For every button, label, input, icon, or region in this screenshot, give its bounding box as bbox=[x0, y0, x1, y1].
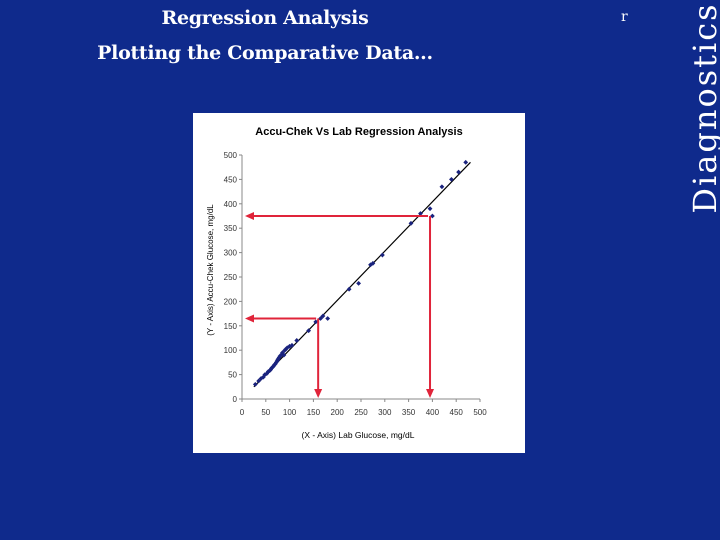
data-point bbox=[463, 159, 469, 165]
data-point bbox=[313, 319, 319, 325]
slide-title: Regression Analysis bbox=[161, 7, 369, 29]
data-point bbox=[294, 338, 300, 343]
y-tick-label: 100 bbox=[224, 346, 238, 355]
y-tick-label: 500 bbox=[224, 151, 238, 160]
data-point bbox=[346, 286, 352, 292]
data-point bbox=[449, 177, 454, 182]
data-point bbox=[252, 381, 258, 387]
side-label: Diagnostics bbox=[686, 2, 720, 214]
y-tick-label: 250 bbox=[224, 273, 238, 282]
data-point bbox=[380, 252, 385, 258]
x-tick-label: 400 bbox=[426, 408, 440, 417]
x-tick-label: 250 bbox=[354, 408, 368, 417]
data-point bbox=[318, 316, 323, 321]
data-point bbox=[271, 363, 276, 369]
x-tick-label: 200 bbox=[331, 408, 345, 417]
data-point bbox=[370, 260, 376, 266]
data-point bbox=[356, 280, 362, 286]
data-point bbox=[320, 313, 326, 319]
y-tick-label: 450 bbox=[224, 175, 238, 184]
regression-chart: Accu-Chek Vs Lab Regression Analysis (Y … bbox=[206, 126, 487, 440]
y-tick-label: 350 bbox=[224, 224, 238, 233]
reference-arrowhead-vertical bbox=[314, 389, 323, 398]
chart-title: Accu-Chek Vs Lab Regression Analysis bbox=[255, 126, 462, 138]
data-point bbox=[427, 206, 433, 212]
regression-line bbox=[253, 161, 471, 388]
data-point bbox=[287, 343, 292, 349]
data-point bbox=[265, 369, 271, 375]
data-point bbox=[408, 220, 414, 226]
data-point bbox=[256, 378, 262, 384]
y-tick-label: 50 bbox=[228, 371, 237, 380]
x-tick-label: 300 bbox=[378, 408, 392, 417]
slide-subtitle: Plotting the Comparative Data... bbox=[97, 42, 433, 64]
y-tick-label: 200 bbox=[224, 297, 238, 306]
x-tick-label: 500 bbox=[473, 408, 487, 417]
data-point bbox=[281, 352, 287, 358]
x-tick-label: 150 bbox=[307, 408, 321, 417]
y-axis-label: (Y - Axis) Accu-Chek Glucose, mg/dL bbox=[206, 204, 215, 336]
chart-panel: Accu-Chek Vs Lab Regression Analysis (Y … bbox=[193, 113, 525, 453]
y-tick-label: 400 bbox=[224, 200, 238, 209]
data-point bbox=[306, 328, 312, 334]
data-point bbox=[430, 213, 435, 219]
y-tick-label: 0 bbox=[233, 395, 238, 404]
x-tick-label: 50 bbox=[261, 408, 270, 417]
x-tick-label: 350 bbox=[402, 408, 416, 417]
x-tick-label: 100 bbox=[283, 408, 297, 417]
x-tick-label: 450 bbox=[450, 408, 464, 417]
side-strip bbox=[690, 0, 720, 540]
reference-arrowhead-horizontal bbox=[245, 212, 254, 220]
data-point bbox=[456, 169, 461, 175]
reference-arrowhead-vertical bbox=[426, 389, 435, 398]
y-tick-label: 300 bbox=[224, 249, 238, 258]
x-tick-label: 0 bbox=[240, 408, 245, 417]
data-point bbox=[439, 184, 445, 190]
data-point bbox=[289, 342, 295, 348]
x-axis-label: (X - Axis) Lab Glucose, mg/dL bbox=[302, 430, 415, 440]
data-point bbox=[325, 316, 331, 321]
corner-mark: r bbox=[621, 9, 628, 25]
y-tick-label: 150 bbox=[224, 322, 238, 331]
data-point bbox=[276, 355, 282, 360]
reference-arrowhead-horizontal bbox=[245, 314, 254, 323]
